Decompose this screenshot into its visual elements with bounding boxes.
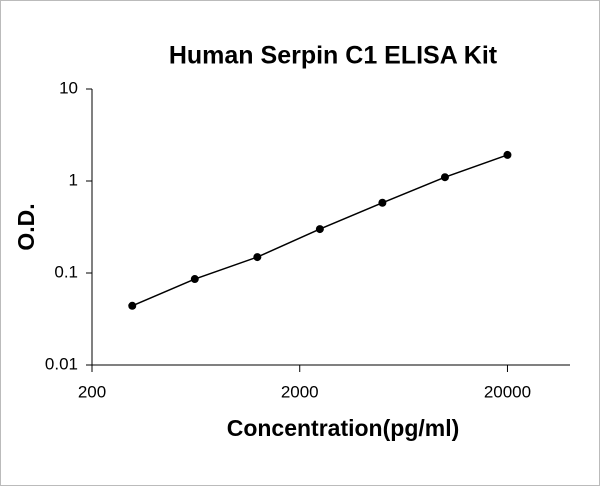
- x-axis-label: Concentration(pg/ml): [227, 415, 460, 441]
- y-axis-label: O.D.: [13, 203, 39, 250]
- data-point: [440, 173, 449, 182]
- data-point: [190, 275, 199, 284]
- data-point: [315, 225, 324, 234]
- data-point: [503, 150, 512, 159]
- y-tick-label: 0.1: [54, 262, 78, 281]
- data-point: [128, 301, 137, 310]
- y-tick-label: 0.01: [45, 354, 78, 373]
- x-tick-label: 2000: [281, 382, 319, 401]
- data-point: [378, 198, 387, 207]
- y-tick-label: 1: [69, 170, 78, 189]
- data-point: [253, 253, 262, 262]
- x-tick-label: 20000: [484, 382, 531, 401]
- x-tick-label: 200: [78, 382, 106, 401]
- y-tick-label: 10: [59, 78, 78, 97]
- chart-title: Human Serpin C1 ELISA Kit: [169, 42, 498, 70]
